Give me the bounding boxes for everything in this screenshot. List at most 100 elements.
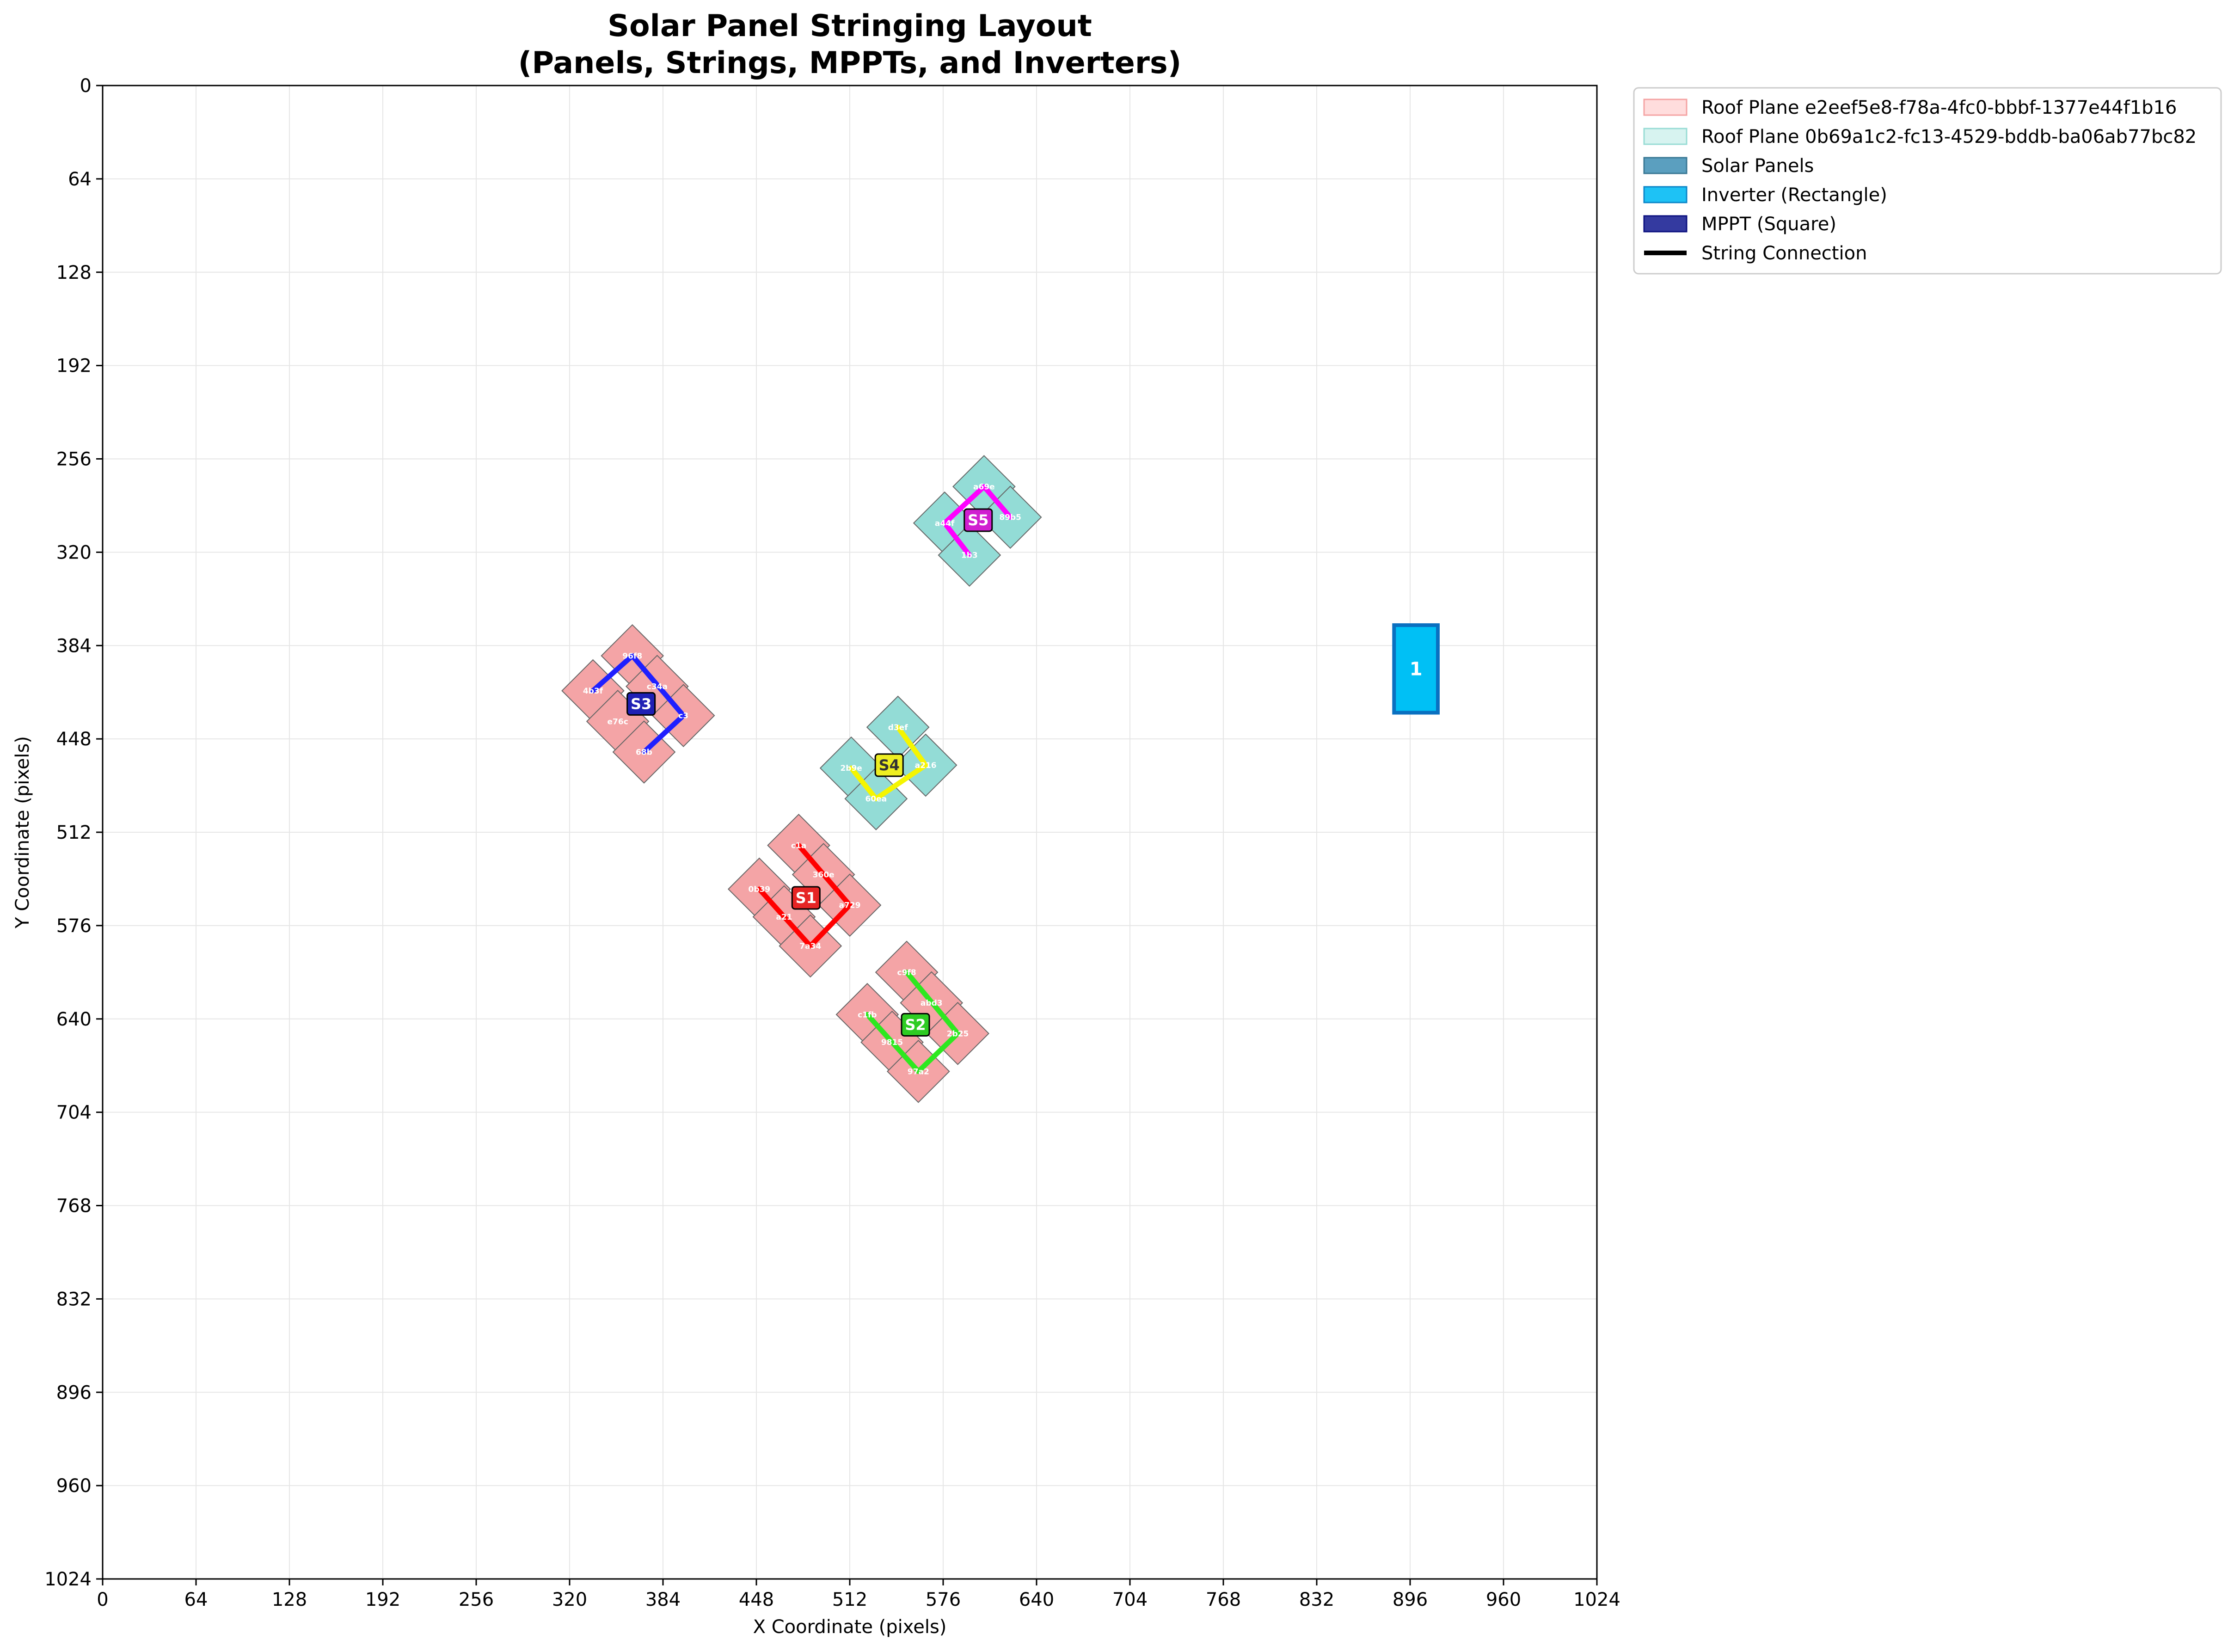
panel-id-label: 60ea xyxy=(865,794,887,804)
y-tick-label: 64 xyxy=(68,169,92,190)
panel-id-label: abd3 xyxy=(921,999,943,1008)
panel-id-label: 89b5 xyxy=(999,513,1021,522)
inverters: 1 xyxy=(1392,623,1440,715)
legend-swatch xyxy=(1643,128,1688,145)
panel-id-label: 0b39 xyxy=(748,885,770,894)
panel-id-label: a729 xyxy=(839,901,861,910)
panel-id-label: 4b3f xyxy=(583,687,603,696)
mppt-box-S4 xyxy=(874,753,904,777)
x-tick-label: 704 xyxy=(1112,1589,1148,1610)
y-tick-label: 448 xyxy=(56,729,92,750)
panel-id-label: 96f8 xyxy=(622,651,642,661)
y-tick-label: 896 xyxy=(56,1382,92,1403)
chart-subtitle: (Panels, Strings, MPPTs, and Inverters) xyxy=(518,46,1182,80)
y-tick-label: 704 xyxy=(56,1102,92,1124)
panel-id-label: c3 xyxy=(678,712,688,721)
panel-id-label: a69e xyxy=(973,482,995,491)
string-connection-S2 xyxy=(865,970,961,1074)
panel-id-label: 9815 xyxy=(881,1038,903,1047)
panel-id-label: a44f xyxy=(935,519,955,528)
grid xyxy=(102,85,1597,1579)
y-tick-label: 960 xyxy=(56,1475,92,1497)
y-tick-label: 320 xyxy=(56,542,92,563)
y-tick-label: 768 xyxy=(56,1196,92,1217)
y-tick-label: 384 xyxy=(56,635,92,657)
string-connection-S4 xyxy=(848,725,928,801)
y-tick-label: 1024 xyxy=(44,1569,92,1590)
panel-id-label: a216 xyxy=(915,761,937,770)
panel-id-label: 360e xyxy=(813,870,835,879)
panel-id-label: e76c xyxy=(608,717,628,726)
chart-title: Solar Panel Stringing Layout xyxy=(608,9,1092,43)
inverter-box xyxy=(1392,623,1440,715)
x-tick-label: 320 xyxy=(552,1589,587,1610)
panel-labels: 0b39 c1a a21 360e 7a34 a729 c1fb c9f8 9815 abd3 97… xyxy=(583,482,1021,1076)
x-axis-ticks: 0 64 128 192 256 320 384 448 512 576 640 704 768 832 8… xyxy=(97,1579,1620,1610)
y-tick-label: 512 xyxy=(56,822,92,843)
x-tick-label: 384 xyxy=(645,1589,681,1610)
x-tick-label: 512 xyxy=(832,1589,867,1610)
x-tick-label: 896 xyxy=(1393,1589,1428,1610)
panel-id-label: 7a34 xyxy=(799,942,821,951)
legend: Roof Plane e2eef5e8-f78a-4fc0-bbbf-1377e… xyxy=(1633,87,2222,275)
x-tick-label: 448 xyxy=(739,1589,774,1610)
y-axis-label: Y Coordinate (pixels) xyxy=(12,736,33,929)
y-tick-label: 832 xyxy=(56,1289,92,1310)
x-tick-label: 640 xyxy=(1019,1589,1054,1610)
x-axis-label: X Coordinate (pixels) xyxy=(753,1616,947,1638)
legend-entry-label: MPPT (Square) xyxy=(1701,214,1836,235)
inverter-label: 1 xyxy=(1410,659,1423,680)
string-connection-S3 xyxy=(590,653,686,755)
x-tick-label: 576 xyxy=(926,1589,961,1610)
string-connection-S1 xyxy=(756,842,853,949)
mppt-box-S5 xyxy=(964,508,993,532)
panel-id-label: 2b25 xyxy=(947,1029,969,1038)
y-tick-label: 640 xyxy=(56,1009,92,1030)
x-tick-label: 256 xyxy=(459,1589,494,1610)
y-axis-ticks: 0 64 128 192 256 320 384 448 512 576 640 704 768 832 8… xyxy=(44,75,103,1590)
panel-id-label: 2b9e xyxy=(840,764,862,773)
legend-entry-label: String Connection xyxy=(1701,243,1867,264)
mppt-box-S1 xyxy=(791,886,821,910)
y-tick-label: 128 xyxy=(56,262,92,283)
y-tick-label: 576 xyxy=(56,915,92,937)
panel-id-label: d3ef xyxy=(888,723,908,732)
string-connection-S5 xyxy=(942,484,1013,558)
legend-entry-label: Inverter (Rectangle) xyxy=(1701,184,1887,206)
y-tick-label: 0 xyxy=(80,75,92,97)
string-connections xyxy=(590,484,1013,1074)
legend-swatch xyxy=(1643,215,1688,233)
legend-swatch xyxy=(1643,157,1688,174)
mppt-label-S1: S1 xyxy=(796,889,816,907)
x-tick-label: 128 xyxy=(272,1589,307,1610)
legend-entry-label: Roof Plane 0b69a1c2-fc13-4529-bddb-ba06a… xyxy=(1701,126,2197,147)
panel-id-label: c9f8 xyxy=(897,968,916,977)
x-tick-label: 768 xyxy=(1206,1589,1241,1610)
mppt-label-S4: S4 xyxy=(879,756,900,774)
panel-id-label: 1b3 xyxy=(961,551,978,560)
legend-box xyxy=(1633,87,2222,275)
x-tick-label: 64 xyxy=(184,1589,208,1610)
mppt-box-S2 xyxy=(901,1013,930,1037)
panel-id-label: 68b xyxy=(636,748,652,757)
panel-id-label: c34a xyxy=(647,682,668,692)
mppt-markers: S1 S2 S3 S4 S5 xyxy=(626,508,993,1037)
x-tick-label: 0 xyxy=(97,1589,108,1610)
mppt-box-S3 xyxy=(626,692,656,716)
legend-swatch xyxy=(1643,98,1688,116)
x-tick-label: 1024 xyxy=(1573,1589,1620,1610)
panel-id-label: c1fb xyxy=(858,1010,877,1019)
y-tick-label: 256 xyxy=(56,449,92,470)
legend-entry-label: Solar Panels xyxy=(1701,155,1814,177)
y-tick-label: 192 xyxy=(56,356,92,377)
mppt-label-S3: S3 xyxy=(631,695,651,712)
mppt-label-S5: S5 xyxy=(968,511,988,529)
x-tick-label: 192 xyxy=(365,1589,400,1610)
panel-id-label: a21 xyxy=(776,913,792,922)
panel-id-label: 97a2 xyxy=(908,1067,929,1076)
legend-entry-label: Roof Plane e2eef5e8-f78a-4fc0-bbbf-1377e… xyxy=(1701,97,2177,118)
x-tick-label: 832 xyxy=(1299,1589,1334,1610)
x-tick-label: 960 xyxy=(1486,1589,1521,1610)
legend-swatch xyxy=(1643,186,1688,203)
